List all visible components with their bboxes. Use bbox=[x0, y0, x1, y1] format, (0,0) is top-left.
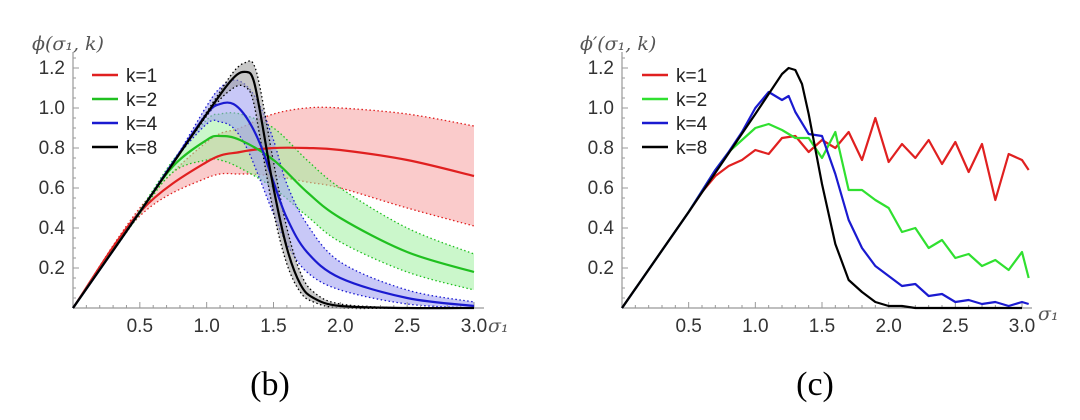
y-tick-label: 0.8 bbox=[39, 138, 65, 159]
band-lower-k=1 bbox=[72, 172, 475, 309]
y-tick-label: 0.4 bbox=[588, 218, 615, 239]
x-tick-label: 2.5 bbox=[942, 316, 968, 337]
x-axis-label: σ₁ bbox=[1038, 303, 1059, 325]
band-upper-k=8 bbox=[72, 60, 475, 309]
caption-b: (b) bbox=[250, 366, 290, 403]
y-tick-label: 1.2 bbox=[588, 58, 614, 79]
x-tick-label: 2.0 bbox=[875, 316, 901, 337]
panel-b: 0.5 1.0 1.5 2.0 2.5 3.0 0.2 0.4 0.6 0.8 1.0 1.2 ϕ(σ₁… bbox=[32, 33, 509, 337]
y-axis-label: ϕ′(σ₁, k) bbox=[580, 33, 656, 55]
y-tick-label: 0.8 bbox=[588, 138, 614, 159]
series-line-k=4 bbox=[621, 90, 1029, 309]
legend-label: k=1 bbox=[676, 66, 707, 87]
legend-label: k=4 bbox=[126, 114, 158, 135]
series-line-k=1 bbox=[621, 116, 1030, 309]
y-tick-label: 1.0 bbox=[588, 98, 614, 119]
band-upper-k=1 bbox=[72, 106, 475, 309]
x-axis-label: σ₁ bbox=[488, 315, 509, 337]
y-tick-label: 0.6 bbox=[588, 178, 614, 199]
legend-label: k=2 bbox=[126, 90, 157, 111]
panel-c: 0.5 1.0 1.5 2.0 2.5 3.0 0.2 0.4 0.6 0.8 1.0 1.2 ϕ′(σ… bbox=[580, 33, 1059, 337]
y-tick-label: 0.6 bbox=[39, 178, 65, 199]
x-tick-label: 1.0 bbox=[193, 316, 219, 337]
y-tick-label: 0.2 bbox=[588, 258, 614, 279]
band-upper-k=2 bbox=[72, 112, 475, 309]
x-tick-label: 1.0 bbox=[742, 316, 768, 337]
x-tick-label: 1.5 bbox=[809, 316, 835, 337]
y-tick-label: 1.0 bbox=[39, 98, 65, 119]
band-k=1 bbox=[73, 107, 474, 308]
x-tick-label: 3.0 bbox=[1009, 316, 1035, 337]
y-axis-label: ϕ(σ₁, k) bbox=[32, 33, 104, 55]
y-tick-label: 0.4 bbox=[39, 218, 66, 239]
caption-c: (c) bbox=[796, 366, 834, 403]
series-line-k=2 bbox=[621, 122, 1030, 309]
legend-label: k=8 bbox=[126, 138, 157, 159]
legend-label: k=4 bbox=[676, 114, 708, 135]
y-tick-label: 1.2 bbox=[39, 58, 65, 79]
x-tick-label: 0.5 bbox=[127, 316, 153, 337]
x-tick-label: 2.5 bbox=[394, 316, 420, 337]
legend-label: k=1 bbox=[126, 66, 157, 87]
x-tick-label: 2.0 bbox=[327, 316, 353, 337]
legend-label: k=8 bbox=[676, 138, 707, 159]
y-tick-label: 0.2 bbox=[39, 258, 65, 279]
series-line-k=8 bbox=[621, 66, 1022, 310]
x-tick-label: 1.5 bbox=[260, 316, 286, 337]
x-tick-label: 3.0 bbox=[461, 316, 487, 337]
band-lower-k=2 bbox=[72, 158, 475, 309]
x-tick-label: 0.5 bbox=[675, 316, 701, 337]
series-line-k=8 bbox=[72, 70, 475, 310]
legend-label: k=2 bbox=[676, 90, 707, 111]
